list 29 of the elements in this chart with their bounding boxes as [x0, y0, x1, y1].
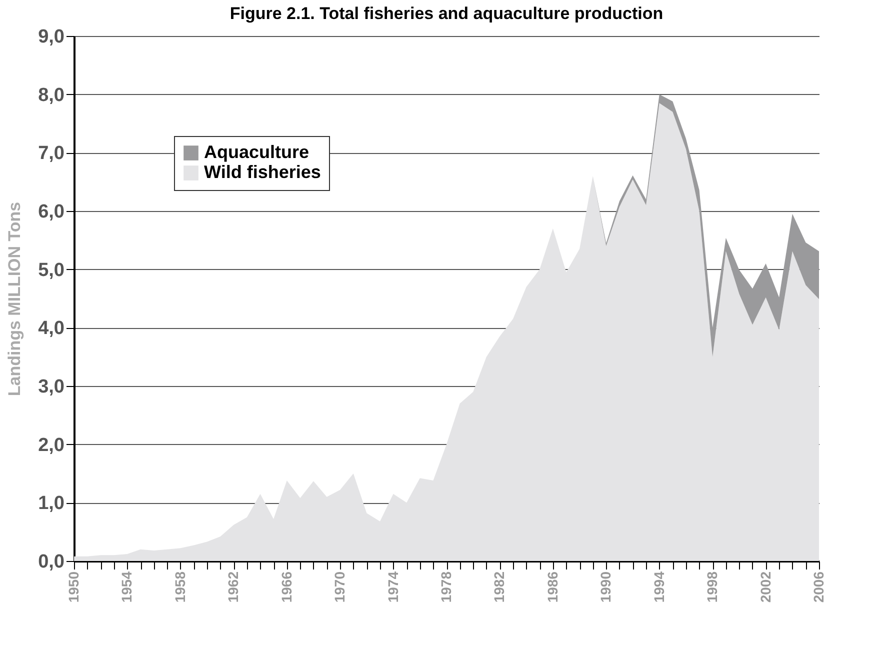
y-tick-label: 8,0: [38, 84, 64, 106]
y-tick-label: 2,0: [38, 434, 64, 456]
y-tick-label: 1,0: [38, 493, 64, 514]
x-tick-label: 1978: [438, 571, 454, 603]
x-tick-label: 2006: [810, 571, 826, 603]
x-tick-label: 1982: [491, 571, 508, 603]
legend-label: Aquaculture: [204, 142, 310, 162]
x-tick-label: 1962: [225, 571, 242, 603]
x-tick-label: 1994: [650, 571, 667, 603]
x-tick-label: 1990: [598, 571, 614, 603]
y-tick-label: 0,0: [38, 552, 64, 572]
x-tick-label: 1950: [66, 571, 82, 603]
legend-label: Wild fisheries: [204, 162, 321, 182]
x-tick-label: 1970: [332, 571, 348, 603]
y-tick-label: 7,0: [38, 143, 64, 164]
x-tick-label: 2002: [757, 571, 774, 603]
y-tick-label: 5,0: [38, 260, 64, 281]
y-axis-title: Landings MILLION Tons: [5, 202, 24, 396]
chart-title: Figure 2.1. Total fisheries and aquaculture production: [230, 4, 664, 23]
x-tick-label: 1954: [118, 571, 135, 603]
y-tick-label: 3,0: [38, 376, 64, 398]
x-tick-label: 1974: [384, 571, 401, 603]
y-tick-label: 9,0: [38, 26, 64, 48]
x-tick-label: 1998: [704, 571, 720, 603]
x-tick-label: 1986: [544, 571, 560, 603]
x-tick-label: 1958: [172, 571, 188, 603]
y-tick-label: 4,0: [38, 318, 64, 340]
y-tick-label: 6,0: [38, 202, 64, 222]
x-tick-label: 1966: [278, 571, 294, 603]
